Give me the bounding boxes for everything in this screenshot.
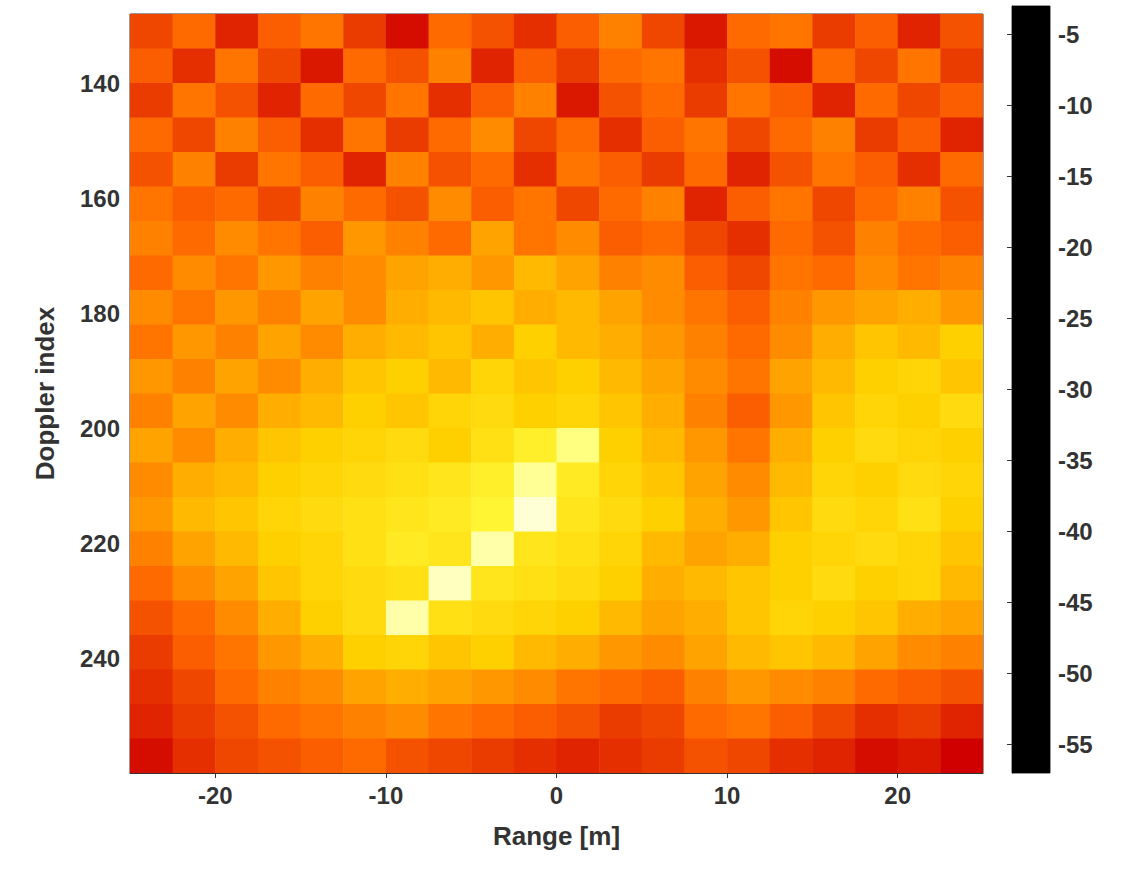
svg-text:240: 240 [80, 645, 120, 672]
svg-text:220: 220 [80, 530, 120, 557]
svg-text:140: 140 [80, 70, 120, 97]
svg-text:-35: -35 [1058, 447, 1093, 474]
svg-text:-10: -10 [369, 782, 404, 809]
svg-text:-10: -10 [1058, 92, 1093, 119]
svg-text:160: 160 [80, 185, 120, 212]
svg-text:-5: -5 [1058, 21, 1079, 48]
svg-text:200: 200 [80, 415, 120, 442]
svg-text:-20: -20 [198, 782, 233, 809]
svg-text:Range [m]: Range [m] [493, 821, 620, 851]
svg-text:10: 10 [714, 782, 741, 809]
svg-text:-50: -50 [1058, 660, 1093, 687]
svg-text:20: 20 [884, 782, 911, 809]
svg-text:-20: -20 [1058, 234, 1093, 261]
svg-text:0: 0 [550, 782, 563, 809]
svg-text:-55: -55 [1058, 731, 1093, 758]
svg-text:180: 180 [80, 300, 120, 327]
svg-text:-25: -25 [1058, 305, 1093, 332]
svg-text:-45: -45 [1058, 589, 1093, 616]
svg-text:Doppler index: Doppler index [30, 306, 60, 480]
svg-text:-15: -15 [1058, 163, 1093, 190]
svg-text:-30: -30 [1058, 376, 1093, 403]
svg-text:-40: -40 [1058, 518, 1093, 545]
